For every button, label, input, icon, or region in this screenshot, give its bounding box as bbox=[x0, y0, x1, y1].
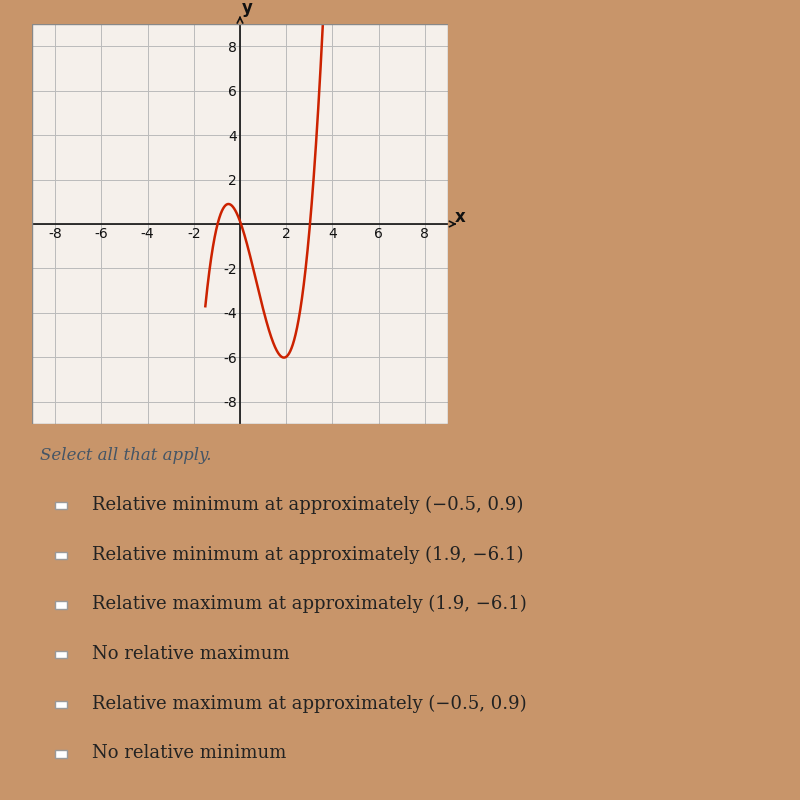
FancyBboxPatch shape bbox=[55, 502, 67, 510]
Text: y: y bbox=[242, 0, 252, 18]
FancyBboxPatch shape bbox=[55, 750, 67, 758]
Text: No relative maximum: No relative maximum bbox=[92, 645, 290, 663]
FancyBboxPatch shape bbox=[55, 602, 67, 609]
FancyBboxPatch shape bbox=[55, 651, 67, 658]
Text: Relative maximum at approximately (1.9, −6.1): Relative maximum at approximately (1.9, … bbox=[92, 595, 526, 614]
Text: x: x bbox=[455, 208, 466, 226]
Text: Relative minimum at approximately (−0.5, 0.9): Relative minimum at approximately (−0.5,… bbox=[92, 496, 523, 514]
Text: Relative minimum at approximately (1.9, −6.1): Relative minimum at approximately (1.9, … bbox=[92, 546, 523, 564]
FancyBboxPatch shape bbox=[55, 552, 67, 559]
Text: No relative minimum: No relative minimum bbox=[92, 744, 286, 762]
Text: Relative maximum at approximately (−0.5, 0.9): Relative maximum at approximately (−0.5,… bbox=[92, 694, 526, 713]
Text: Select all that apply.: Select all that apply. bbox=[40, 446, 211, 464]
FancyBboxPatch shape bbox=[55, 701, 67, 708]
